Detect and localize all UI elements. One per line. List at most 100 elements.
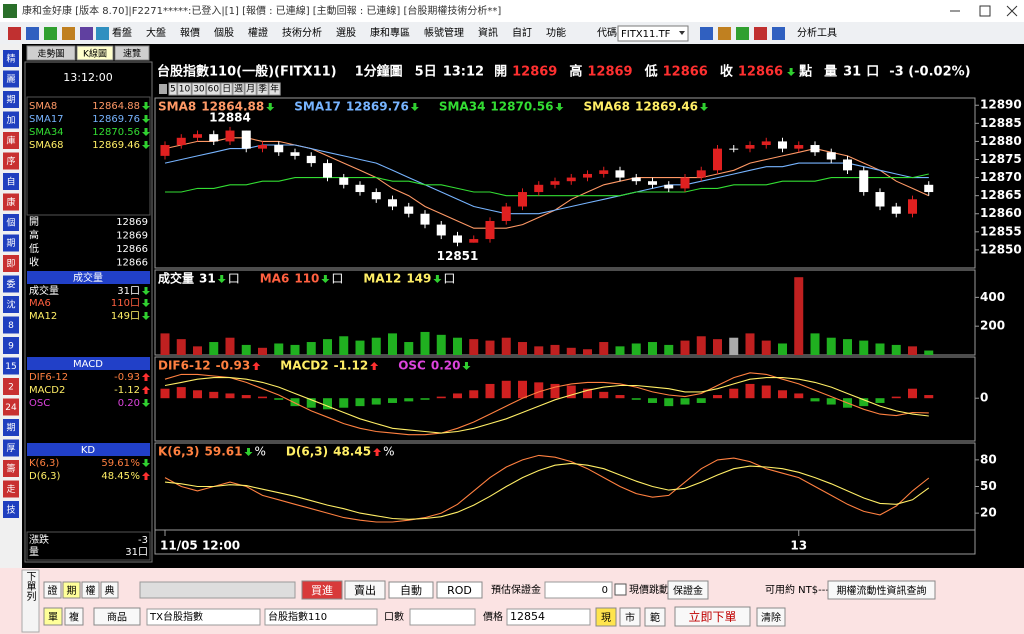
side-nav-label[interactable]: 24 — [5, 403, 17, 413]
side-nav-button[interactable] — [3, 214, 19, 231]
price-input[interactable] — [506, 608, 591, 626]
side-nav-button[interactable] — [3, 193, 19, 211]
period-button[interactable]: 月 — [246, 84, 255, 95]
product-value[interactable]: TX台股指數 — [149, 610, 203, 623]
tools-menu[interactable]: 分析工具 — [797, 26, 837, 39]
market-tab[interactable] — [62, 581, 81, 599]
now-button-label[interactable]: 現 — [601, 612, 611, 624]
contract-select[interactable] — [264, 608, 378, 626]
menu-item[interactable]: 看盤 — [112, 26, 132, 39]
submit-button[interactable] — [674, 606, 751, 627]
tick-checkbox[interactable] — [614, 583, 627, 596]
side-nav-label[interactable]: 委 — [6, 278, 15, 290]
menu-item[interactable]: 帳號管理 — [424, 26, 464, 39]
period-button-bg[interactable] — [168, 82, 178, 96]
period-button[interactable]: 日 — [222, 84, 231, 95]
tif-select[interactable] — [436, 581, 483, 599]
market-button[interactable] — [619, 607, 641, 627]
market-tab-label[interactable]: 證 — [48, 584, 58, 597]
side-nav-button[interactable] — [3, 419, 19, 436]
margin-button-label[interactable]: 保證金 — [673, 584, 703, 597]
menu-item[interactable]: 資訊 — [478, 26, 498, 39]
code-box[interactable] — [617, 25, 689, 42]
period-button-bg[interactable] — [232, 82, 245, 96]
product-select[interactable] — [146, 608, 261, 626]
account-select[interactable] — [139, 581, 296, 599]
submit-button-label[interactable]: 立即下單 — [688, 609, 736, 624]
period-button-bg[interactable] — [220, 82, 233, 96]
sell-button[interactable] — [344, 580, 386, 600]
view-tab[interactable] — [76, 45, 114, 61]
side-nav-label[interactable]: 個 — [6, 217, 15, 229]
side-nav-label[interactable]: 9 — [8, 342, 14, 352]
toolbar-icon[interactable] — [8, 27, 21, 40]
side-nav-label[interactable]: 技 — [6, 504, 15, 516]
side-nav-label[interactable]: 15 — [5, 362, 16, 372]
side-nav-button[interactable] — [3, 70, 19, 88]
side-nav-label[interactable]: 走 — [6, 484, 15, 495]
side-nav-label[interactable]: 期 — [6, 95, 15, 106]
view-tab-label[interactable]: 走勢圖 — [37, 48, 64, 60]
menu-item[interactable]: 報價 — [180, 26, 200, 39]
buy-button[interactable] — [301, 580, 343, 600]
period-button[interactable]: 季 — [258, 83, 267, 95]
period-button-bg[interactable] — [268, 82, 281, 96]
side-nav-button[interactable] — [3, 152, 19, 170]
clear-button[interactable] — [756, 607, 786, 627]
side-nav-button[interactable] — [3, 357, 19, 375]
period-button-bg[interactable] — [244, 82, 257, 96]
single-tab[interactable] — [43, 607, 63, 626]
side-nav-button[interactable] — [3, 234, 19, 252]
side-nav-label[interactable]: 麗 — [6, 74, 15, 85]
mode-select-label[interactable]: 自動 — [400, 583, 422, 597]
period-button-bg[interactable] — [177, 82, 192, 96]
period-button-bg[interactable] — [206, 82, 221, 96]
toolbar-icon[interactable] — [772, 27, 785, 40]
code-value[interactable]: FITX11.TF — [621, 29, 671, 40]
side-nav-button[interactable] — [3, 275, 19, 293]
side-nav-label[interactable]: 康 — [6, 196, 15, 208]
toolbar-icon[interactable] — [96, 27, 109, 40]
market-tab[interactable] — [81, 581, 100, 599]
clear-button-label[interactable]: 清除 — [761, 611, 781, 624]
multi-tab-label[interactable]: 複 — [69, 611, 79, 624]
window-control[interactable] — [979, 5, 991, 17]
market-tab[interactable] — [100, 581, 119, 599]
side-nav-button[interactable] — [3, 501, 19, 518]
side-nav-label[interactable]: 庫 — [6, 135, 15, 147]
tif-select-label[interactable]: ROD — [447, 584, 472, 597]
menu-item[interactable]: 自訂 — [512, 26, 532, 39]
toolbar-icon[interactable] — [700, 27, 713, 40]
side-nav-label[interactable]: 籌 — [6, 463, 15, 475]
side-nav-button[interactable] — [3, 480, 19, 498]
menu-item[interactable]: 康和專區 — [370, 26, 410, 39]
side-nav-button[interactable] — [3, 91, 19, 108]
menu-item[interactable]: 權證 — [248, 26, 268, 39]
period-button[interactable]: 60 — [208, 85, 220, 95]
period-button-bg[interactable] — [191, 82, 207, 96]
range-button[interactable] — [644, 607, 666, 627]
query-button[interactable] — [827, 580, 936, 600]
side-nav-label[interactable]: 2 — [8, 383, 14, 393]
toolbar-icon[interactable] — [62, 27, 75, 40]
side-nav-label[interactable]: 沈 — [6, 299, 15, 311]
menu-item[interactable]: 選股 — [336, 26, 356, 39]
side-nav-button[interactable] — [3, 255, 19, 272]
side-nav-button[interactable] — [3, 173, 19, 190]
toolbar-icon[interactable] — [754, 27, 767, 40]
buy-button-label[interactable]: 買進 — [311, 584, 333, 597]
side-nav-button[interactable] — [3, 439, 19, 457]
market-tab-label[interactable]: 期 — [67, 585, 77, 597]
price-value[interactable]: 12854 — [510, 610, 545, 623]
side-nav-button[interactable] — [3, 398, 19, 416]
menu-item[interactable]: 功能 — [546, 26, 566, 39]
side-nav-label[interactable]: 厚 — [6, 443, 15, 454]
side-nav-button[interactable] — [3, 296, 19, 313]
side-nav-label[interactable]: 精 — [6, 53, 15, 65]
period-button[interactable]: 10 — [179, 85, 191, 95]
side-nav-label[interactable]: 期 — [6, 423, 15, 434]
market-tab[interactable] — [43, 581, 62, 599]
side-nav-label[interactable]: 加 — [6, 115, 15, 126]
query-button-label[interactable]: 期權流動性資訊查詢 — [837, 584, 927, 597]
side-nav-button[interactable] — [3, 378, 19, 395]
